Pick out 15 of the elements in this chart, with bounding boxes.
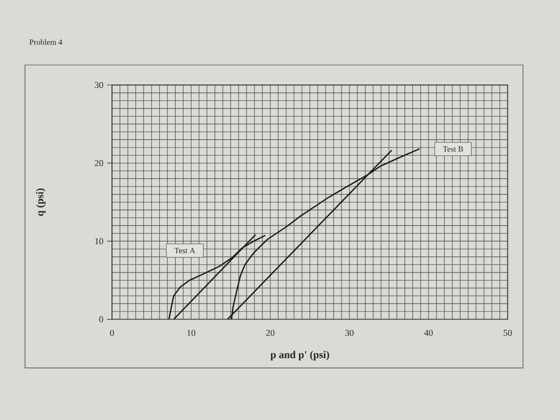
x-tick-label: 0 [110,330,114,336]
x-tick-label: 50 [504,330,512,336]
annotation: Test A [174,248,196,254]
annotation: Test B [442,146,463,152]
y-tick-label: 0 [99,316,104,322]
x-tick-label: 40 [424,330,433,336]
x-tick-label: 30 [345,330,354,336]
y-axis-title: q (psi) [36,188,46,216]
x-axis-title: p and p' (psi) [270,350,330,360]
x-tick-label: 10 [187,330,196,336]
text: Problem 4 [30,39,62,45]
y-tick-label: 30 [94,82,104,88]
y-tick-label: 10 [95,238,104,244]
y-tick-label: 20 [94,160,104,166]
x-tick-label: 20 [266,330,274,336]
